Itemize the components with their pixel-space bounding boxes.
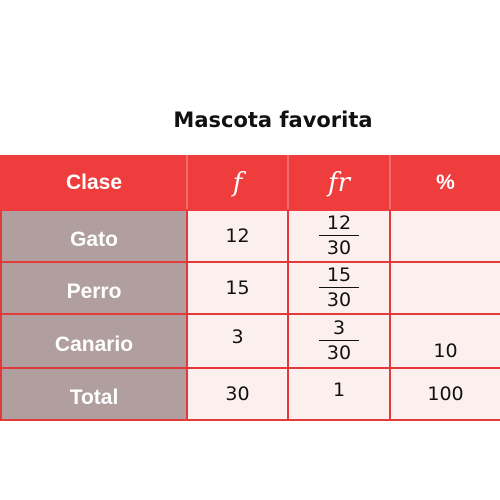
cell-pct-perro [389,261,500,315]
cell-fr-perro: 15 30 [287,261,391,315]
header-percent: % [389,155,500,211]
cell-f-perro: 15 [186,261,289,315]
fraction: 12 30 [319,214,359,258]
fraction-denominator: 30 [326,342,352,364]
frequency-table: Clase f fr % Gato 12 12 30 Perro 15 15 3… [0,155,500,421]
cell-fr-canario: 3 30 [287,313,391,369]
header-f: f [186,155,289,211]
table-row: Canario 3 3 30 10 [0,313,500,369]
fraction-denominator: 30 [326,237,352,259]
cell-f-total: 30 [186,367,289,421]
table-row: Gato 12 12 30 [0,209,500,263]
header-fr: fr [287,155,391,211]
table-title: Mascota favorita [173,108,373,132]
cell-pct-gato [389,209,500,263]
header-clase: Clase [0,155,188,211]
table-row: Perro 15 15 30 [0,261,500,315]
fraction-bar [319,235,359,236]
cell-f-canario: 3 [186,313,289,369]
fraction-denominator: 30 [326,289,352,311]
row-label-gato: Gato [0,209,188,263]
fraction-numerator: 12 [326,212,352,234]
cell-fr-total: 1 [287,367,391,421]
fraction-numerator: 15 [326,264,352,286]
fraction-bar [319,340,359,341]
cell-pct-total: 100 [389,367,500,421]
row-label-canario: Canario [0,313,188,369]
cell-pct-canario: 10 [389,313,500,369]
cell-fr-gato: 12 30 [287,209,391,263]
fraction: 15 30 [319,266,359,310]
cell-f-gato: 12 [186,209,289,263]
row-label-total: Total [0,367,188,421]
fraction-numerator: 3 [332,317,346,339]
header-row: Clase f fr % [0,155,500,211]
fraction: 3 30 [319,319,359,363]
fraction-bar [319,287,359,288]
table-row-total: Total 30 1 100 [0,367,500,421]
row-label-perro: Perro [0,261,188,315]
